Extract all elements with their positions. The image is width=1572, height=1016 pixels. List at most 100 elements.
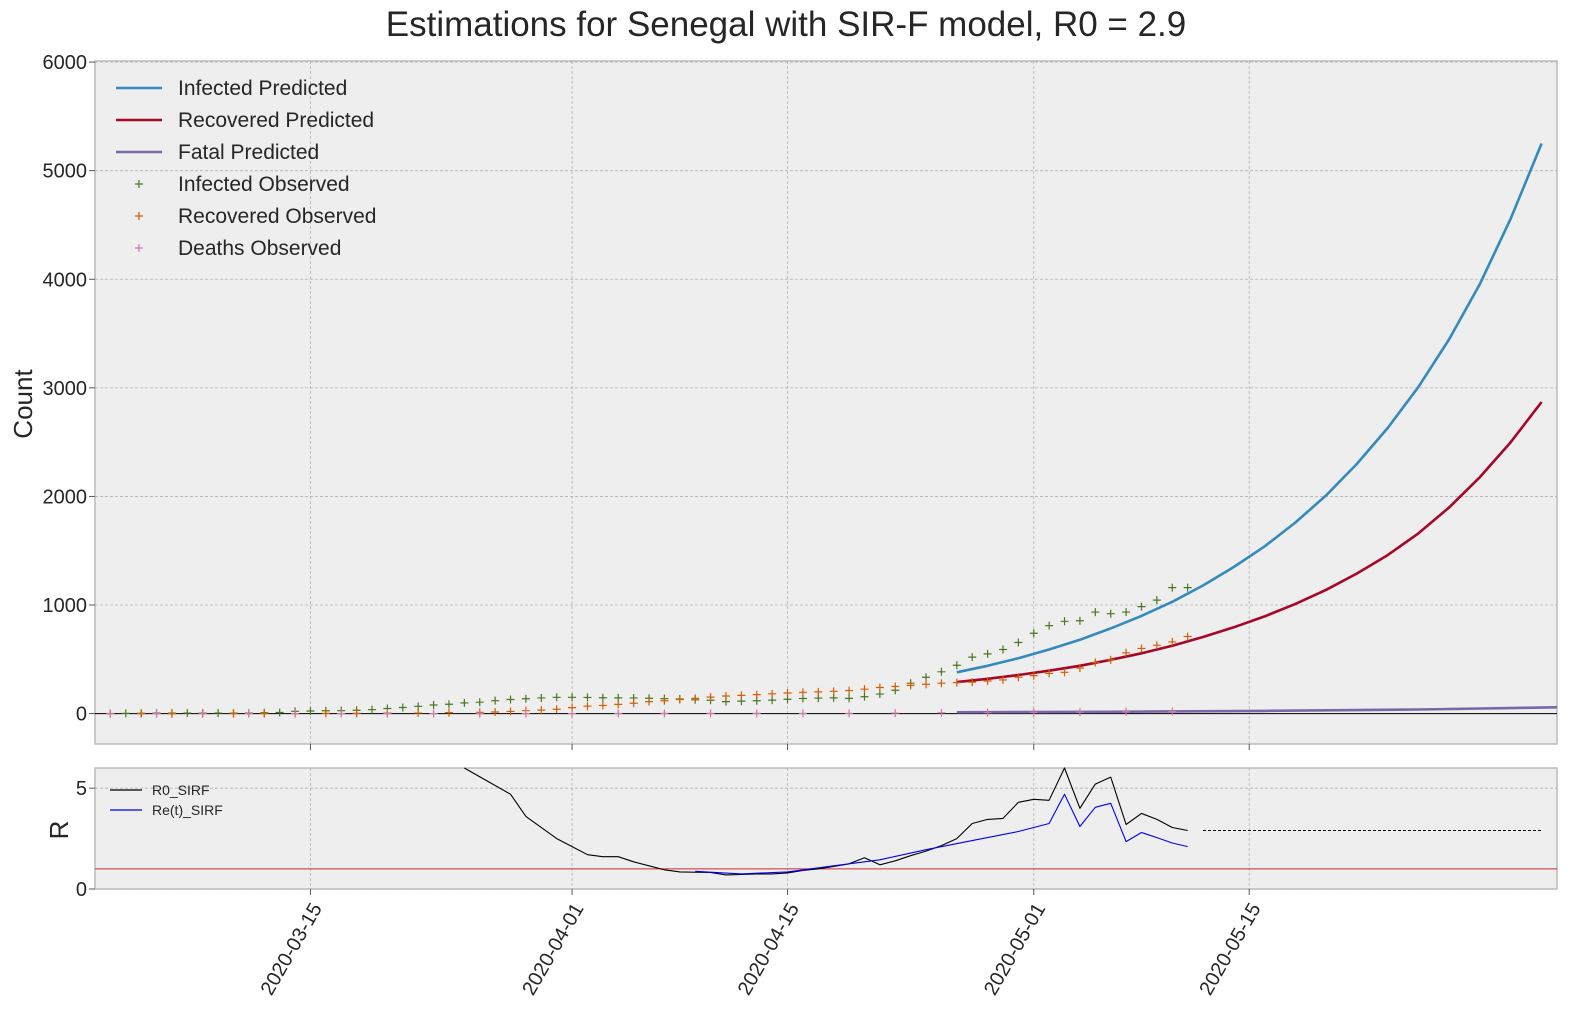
recovered-observed-point [1029, 671, 1038, 680]
recovered-observed-point [645, 697, 654, 706]
infected-observed-point [983, 649, 992, 658]
infected-observed-point [368, 705, 377, 714]
deaths-observed-point [706, 709, 715, 718]
deaths-observed-point [1122, 707, 1131, 716]
infected-observed-point [1045, 621, 1054, 630]
deaths-observed-point [198, 709, 207, 718]
infected-observed-point [121, 709, 130, 718]
bottom-series [464, 767, 1542, 876]
deaths-observed-point [521, 709, 530, 718]
top-y-tick-label-4: 4000 [43, 269, 88, 291]
recovered-observed-point [706, 693, 715, 702]
recovered-observed-point [614, 700, 623, 709]
infected-observed-point [1075, 616, 1084, 625]
bottom-y-ticks: 05 [76, 778, 95, 901]
recovered-observed-point [1152, 641, 1161, 650]
recovered-observed-point [552, 705, 561, 714]
infected-observed-point [1152, 596, 1161, 605]
recovered-observed-point [537, 706, 546, 715]
infected-observed-point [475, 698, 484, 707]
infected-observed-point [306, 706, 315, 715]
bottom-y-tick-label-1: 5 [76, 778, 87, 800]
infected-observed-point [275, 708, 284, 717]
recovered-observed-point [1106, 655, 1115, 664]
infected-observed-point [444, 700, 453, 709]
recovered-observed-point [968, 678, 977, 687]
top-y-tick-label-0: 0 [76, 704, 87, 726]
deaths-observed-point [1075, 708, 1084, 717]
fatal-predicted-line [956, 706, 1558, 714]
recovered-predicted-legend-label: Recovered Predicted [178, 109, 374, 132]
infected-observed-point [1029, 629, 1038, 638]
recovered-observed-point [506, 707, 515, 716]
infected-observed-point [1183, 583, 1192, 592]
deaths-observed-point [983, 708, 992, 717]
infected-predicted-legend-label: Infected Predicted [178, 77, 347, 100]
r0-sirf-line [464, 767, 1188, 876]
recovered-observed-point [660, 696, 669, 705]
recovered-observed-point [1137, 644, 1146, 653]
infected-observed-point [552, 693, 561, 702]
recovered-observed-legend-swatch [135, 212, 143, 220]
infected-observed-point [1060, 617, 1069, 626]
bottom-plot-area [94, 767, 1558, 890]
recovered-observed-point [352, 709, 361, 718]
infected-observed-point [1137, 602, 1146, 611]
recovered-observed-point [860, 685, 869, 694]
infected-observed-point [1106, 609, 1115, 618]
deaths-observed-point [752, 709, 761, 718]
top-y-tick-label-1: 1000 [43, 595, 88, 617]
top-y-axis-label: Count [8, 369, 38, 439]
deaths-observed-point [891, 709, 900, 718]
infected-observed-point [922, 673, 931, 682]
recovered-observed-point [491, 707, 500, 716]
deaths-observed-point [845, 709, 854, 718]
recovered-observed-point [1168, 637, 1177, 646]
recovered-observed-point [937, 679, 946, 688]
deaths-observed-point [614, 709, 623, 718]
r0-sirf-legend-label: R0_SIRF [152, 782, 210, 798]
recovered-observed-legend-label: Recovered Observed [178, 205, 376, 228]
recovered-observed-point [1122, 648, 1131, 657]
top-y-tick-label-6: 6000 [43, 52, 88, 74]
top-legend: Infected Predicted Recovered Predicted Fat… [116, 77, 376, 260]
deaths-observed-point [1168, 707, 1177, 716]
recovered-observed-point [1060, 668, 1069, 677]
top-panel: 0 1000 2000 3000 4000 5000 6000 Count Infected… [8, 52, 1558, 750]
infected-observed-point [414, 702, 423, 711]
infected-observed-point [537, 693, 546, 702]
recovered-observed-point [444, 708, 453, 717]
infected-observed-point [491, 696, 500, 705]
infected-observed-point [1122, 608, 1131, 617]
recovered-observed-point [414, 709, 423, 718]
deaths-observed-point [798, 709, 807, 718]
infected-observed-point [860, 692, 869, 701]
infected-observed-point [460, 698, 469, 707]
infected-observed-point [598, 693, 607, 702]
infected-observed-point [952, 661, 961, 670]
infected-observed-point [1091, 608, 1100, 617]
infected-observed-legend-label: Infected Observed [178, 173, 350, 196]
infected-observed-point [521, 694, 530, 703]
infected-observed-point [1168, 583, 1177, 592]
infected-observed-point [183, 709, 192, 718]
infected-observed-point [398, 703, 407, 712]
deaths-observed-legend-swatch [135, 244, 143, 252]
deaths-observed-point [937, 708, 946, 717]
infected-observed-point [583, 693, 592, 702]
top-y-tick-label-3: 3000 [43, 378, 88, 400]
recovered-observed-point [768, 689, 777, 698]
infected-observed-point [998, 645, 1007, 654]
recovered-observed-point [783, 688, 792, 697]
recovered-observed-point [891, 682, 900, 691]
recovered-observed-point [137, 709, 146, 718]
infected-observed-point [568, 693, 577, 702]
recovered-observed-point [1014, 673, 1023, 682]
recovered-predicted-line [956, 401, 1543, 684]
recovered-observed-point [583, 702, 592, 711]
infected-observed-point [937, 667, 946, 676]
recovered-observed-point [983, 677, 992, 686]
infected-observed-point [968, 653, 977, 662]
